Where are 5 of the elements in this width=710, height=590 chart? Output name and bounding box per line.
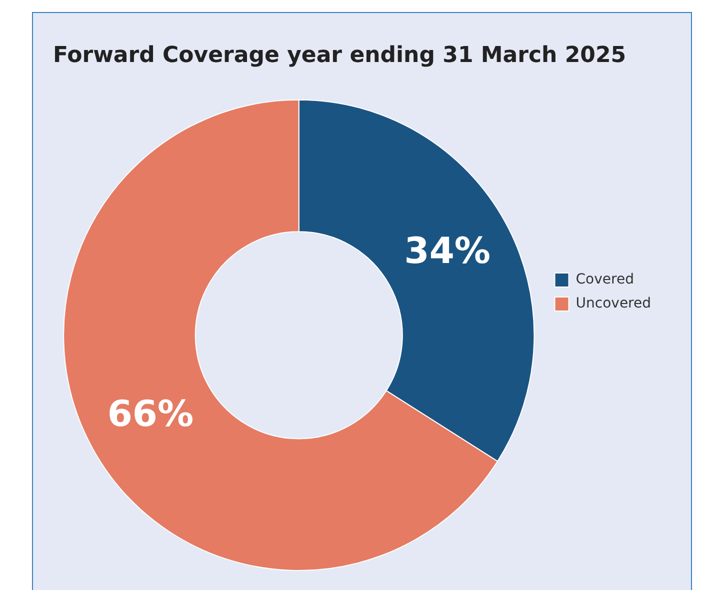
data-label: 66% bbox=[107, 394, 194, 436]
legend-label: Covered bbox=[576, 272, 634, 288]
legend-label: Uncovered bbox=[576, 296, 652, 312]
chart-title: Forward Coverage year ending 31 March 2025 bbox=[53, 42, 626, 68]
data-label: 34% bbox=[404, 230, 490, 272]
